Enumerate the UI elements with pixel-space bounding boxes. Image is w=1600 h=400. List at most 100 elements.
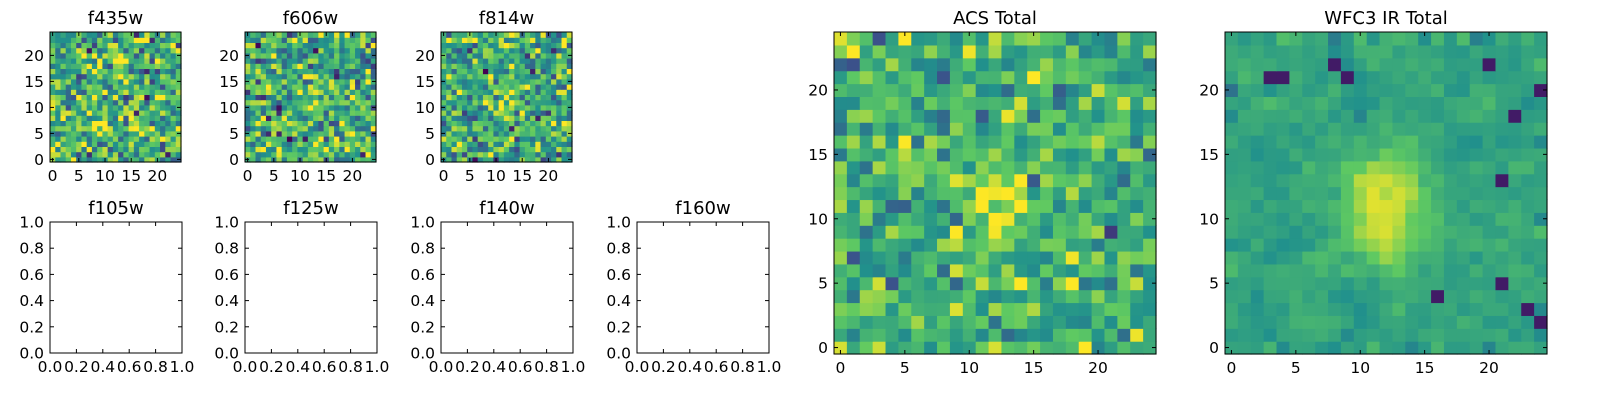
pixel-cell <box>859 315 874 329</box>
pixel-cell <box>1482 70 1497 85</box>
pixel-cell <box>524 78 531 85</box>
pixel-cell <box>503 68 510 75</box>
pixel-cell <box>535 84 542 90</box>
pixel-cell <box>1001 289 1015 304</box>
pixel-cell <box>1353 173 1368 188</box>
pixel-cell <box>307 130 314 137</box>
pixel-cell <box>365 115 372 121</box>
pixel-cell <box>937 276 951 291</box>
pixel-cell <box>498 136 505 142</box>
pixel-cell <box>524 141 531 147</box>
pixel-cell <box>265 52 272 59</box>
pixel-cell <box>1289 32 1303 46</box>
pixel-cell <box>556 78 563 85</box>
pixel-cell <box>834 83 848 97</box>
pixel-cell <box>70 156 77 163</box>
y-tick-label: 5 <box>1209 275 1219 293</box>
pixel-cell <box>149 136 156 142</box>
pixel-cell <box>1482 276 1497 291</box>
pixel-cell <box>149 58 156 64</box>
pixel-cell <box>154 37 161 43</box>
pixel-cell <box>91 115 98 121</box>
pixel-cell <box>1040 250 1054 265</box>
pixel-cell <box>1379 302 1394 316</box>
pixel-cell <box>91 47 98 54</box>
pixel-cell <box>477 58 484 64</box>
pixel-cell <box>286 84 293 90</box>
pixel-cell <box>65 47 72 54</box>
pixel-cell <box>360 125 367 132</box>
pixel-cell <box>1014 341 1028 355</box>
pixel-cell <box>160 99 166 106</box>
pixel-cell <box>911 109 925 123</box>
pixel-cell <box>1508 135 1522 149</box>
pixel-cell <box>86 110 93 116</box>
pixel-cell <box>988 315 1003 329</box>
pixel-cell <box>112 68 119 75</box>
pixel-cell <box>566 120 573 127</box>
pixel-cell <box>1315 212 1329 226</box>
pixel-cell <box>297 58 304 64</box>
x-tick-label: 5 <box>269 167 279 185</box>
axes-frame <box>49 221 183 354</box>
pixel-cell <box>1495 276 1509 291</box>
pixel-cell <box>859 212 874 226</box>
pixel-cell <box>1392 341 1406 355</box>
pixel-cell <box>1456 32 1471 46</box>
pixel-cell <box>1405 44 1419 59</box>
pixel-cell <box>446 99 453 106</box>
pixel-cell <box>328 84 335 90</box>
pixel-cell <box>328 58 335 64</box>
pixel-cell <box>328 110 335 116</box>
pixel-cell <box>360 84 367 90</box>
pixel-cell <box>344 99 351 106</box>
pixel-cell <box>472 120 479 127</box>
pixel-cell <box>286 136 293 142</box>
pixel-cell <box>1521 302 1535 316</box>
pixel-cell <box>118 99 124 106</box>
pixel-cell <box>1418 238 1432 252</box>
pixel-cell <box>1027 276 1041 291</box>
pixel-cell <box>1052 302 1067 316</box>
pixel-cell <box>302 84 309 90</box>
pixel-cell <box>482 63 489 69</box>
pixel-cell <box>456 89 463 95</box>
pixel-cell <box>281 146 288 153</box>
pixel-cell <box>60 63 67 69</box>
pixel-cell <box>1315 57 1329 72</box>
pixel-cell <box>1001 83 1015 97</box>
pixel-cell <box>1263 32 1278 46</box>
pixel-cell <box>1392 70 1406 85</box>
pixel-cell <box>60 110 67 116</box>
pixel-cell <box>885 263 899 278</box>
pixel-cell <box>1443 225 1458 239</box>
pixel-cell <box>1001 147 1015 162</box>
pixel-cell <box>477 146 484 153</box>
pixel-cell <box>1104 173 1118 188</box>
pixel-cell <box>540 68 547 75</box>
pixel-cell <box>530 136 536 142</box>
pixel-cell <box>302 47 309 54</box>
pixel-cell <box>1276 276 1290 291</box>
pixel-cell <box>1091 70 1106 85</box>
pixel-cell <box>318 125 325 132</box>
pixel-cell <box>255 32 262 38</box>
pixel-cell <box>911 289 925 304</box>
pixel-cell <box>461 73 468 80</box>
pixel-cell <box>1469 328 1484 342</box>
pixel-cell <box>1534 109 1548 123</box>
pixel-cell <box>509 42 515 49</box>
pixel-cell <box>344 89 351 95</box>
pixel-cell <box>133 120 140 127</box>
pixel-cell <box>1482 315 1497 329</box>
pixel-cell <box>339 52 346 59</box>
pixel-cell <box>1328 341 1342 355</box>
pixel-cell <box>1014 328 1028 342</box>
pixel-cell <box>1117 147 1131 162</box>
pixel-cell <box>1052 109 1067 123</box>
pixel-cell <box>1482 225 1497 239</box>
pixel-cell <box>118 136 124 142</box>
pixel-cell <box>1328 186 1342 201</box>
pixel-cell <box>962 109 977 123</box>
pixel-cell <box>1143 32 1157 46</box>
